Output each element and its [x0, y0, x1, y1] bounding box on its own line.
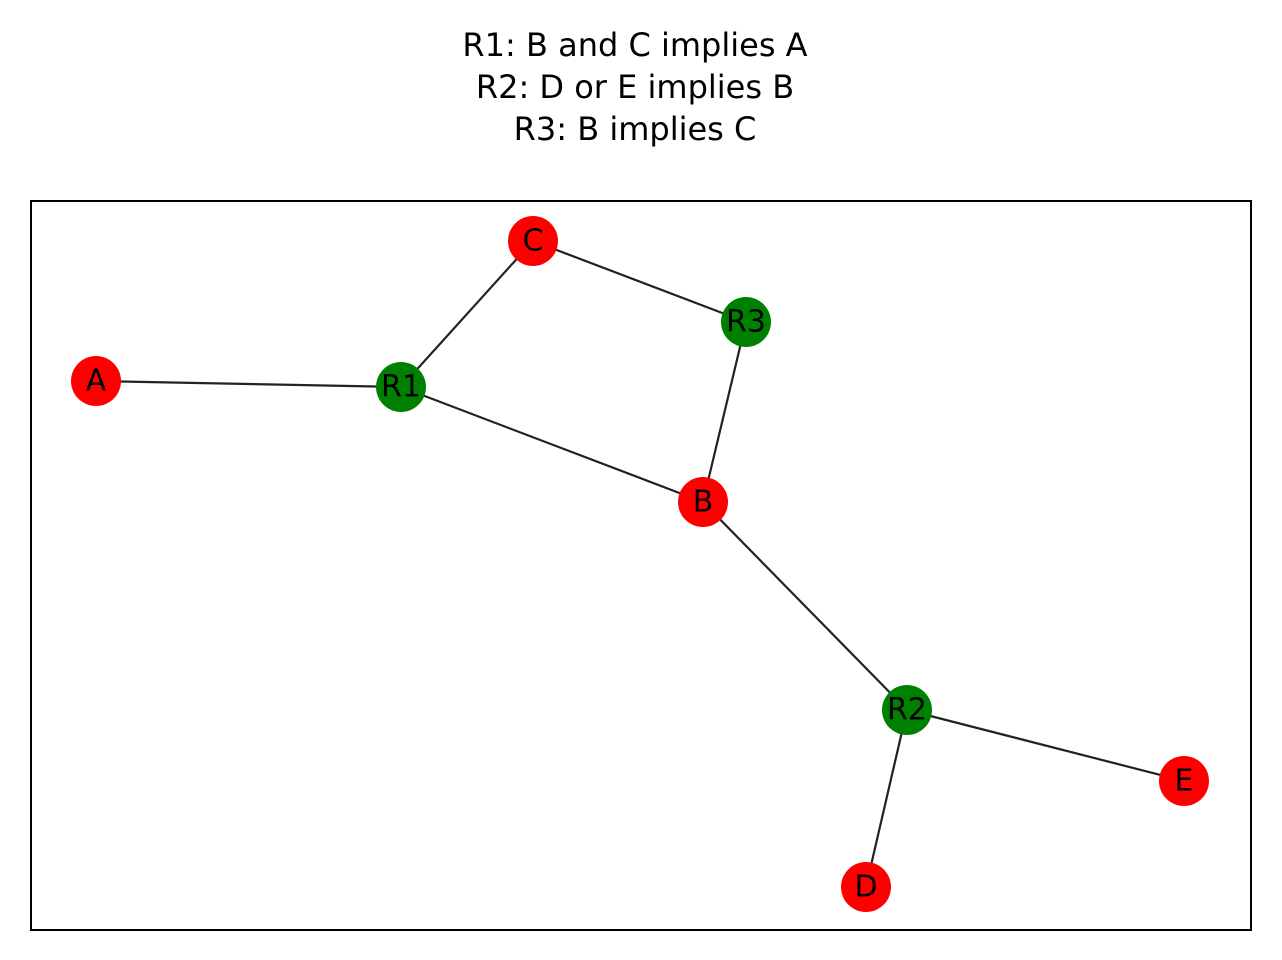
node-c: C — [508, 216, 558, 266]
node-layer: A B C D E R1 R2 R3 — [71, 216, 1209, 912]
plot-frame — [30, 200, 1252, 931]
node-circle-b — [678, 477, 728, 527]
title-line-3: R3: B implies C — [513, 110, 757, 148]
node-label-d: D — [854, 870, 877, 905]
node-label-c: C — [523, 224, 544, 259]
edge-c-r1 — [400, 240, 534, 388]
node-circle-d — [841, 862, 891, 912]
edge-a-r1 — [95, 379, 402, 389]
node-circle-c — [508, 216, 558, 266]
node-a: A — [71, 356, 121, 406]
node-circle-r1 — [376, 362, 426, 412]
node-label-r2: R2 — [887, 693, 927, 728]
edge-b-r2 — [702, 501, 908, 711]
node-r2: R2 — [882, 685, 932, 735]
node-label-r3: R3 — [726, 305, 766, 340]
node-circle-e — [1159, 756, 1209, 806]
edge-r3-b — [701, 321, 748, 503]
edge-r2-e — [906, 708, 1185, 783]
diagram-title: R1: B and C implies A R2: D or E implies… — [0, 24, 1270, 150]
edge-r2-d — [864, 709, 909, 888]
node-label-a: A — [86, 364, 107, 399]
edge-c-r3 — [532, 239, 747, 324]
node-label-b: B — [693, 485, 714, 520]
node-d: D — [841, 862, 891, 912]
node-label-e: E — [1175, 764, 1194, 799]
node-circle-a — [71, 356, 121, 406]
node-b: B — [678, 477, 728, 527]
node-e: E — [1159, 756, 1209, 806]
edge-r1-b — [400, 385, 704, 504]
node-circle-r3 — [721, 297, 771, 347]
node-r3: R3 — [721, 297, 771, 347]
node-r1: R1 — [376, 362, 426, 412]
title-line-2: R2: D or E implies B — [475, 68, 795, 106]
title-line-1: R1: B and C implies A — [462, 26, 808, 64]
node-circle-r2 — [882, 685, 932, 735]
edge-layer — [95, 239, 1185, 888]
node-label-r1: R1 — [381, 370, 421, 405]
